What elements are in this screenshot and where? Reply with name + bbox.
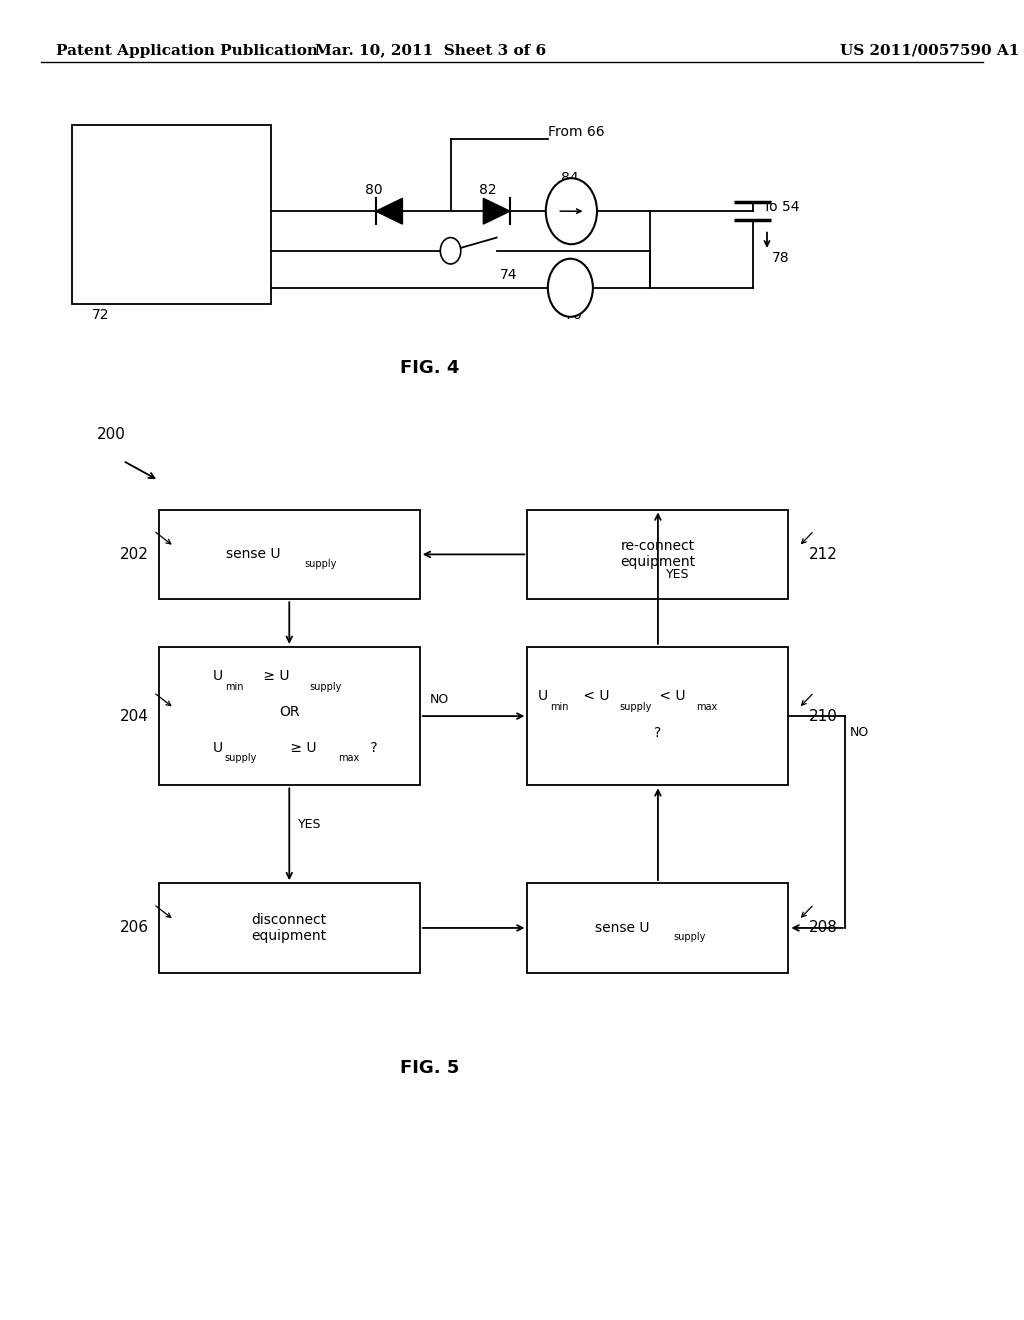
- Circle shape: [548, 259, 593, 317]
- Text: ?: ?: [654, 726, 662, 741]
- Text: 82: 82: [479, 183, 497, 197]
- Text: 80: 80: [365, 183, 382, 197]
- Text: NO: NO: [430, 693, 450, 706]
- Text: From 66: From 66: [548, 124, 604, 139]
- Text: 76: 76: [565, 309, 583, 322]
- Text: < U: < U: [579, 689, 609, 704]
- Text: FIG. 5: FIG. 5: [400, 1059, 460, 1077]
- Text: 74: 74: [500, 268, 517, 282]
- Text: supply: supply: [620, 702, 652, 711]
- Bar: [159, 510, 420, 599]
- Text: sense U: sense U: [226, 548, 281, 561]
- Text: 84: 84: [561, 172, 579, 185]
- Text: < U: < U: [655, 689, 686, 704]
- Text: ≥ U: ≥ U: [286, 741, 316, 755]
- Text: max: max: [338, 754, 359, 763]
- Text: 72: 72: [92, 309, 110, 322]
- Text: ≥ U: ≥ U: [258, 669, 289, 684]
- Text: supply: supply: [309, 682, 342, 692]
- Text: FIG. 4: FIG. 4: [400, 359, 460, 378]
- Text: OR: OR: [279, 705, 300, 719]
- Text: U: U: [538, 689, 548, 704]
- Bar: [159, 883, 420, 973]
- Bar: [527, 510, 788, 599]
- Text: YES: YES: [297, 817, 321, 830]
- Bar: [72, 125, 271, 304]
- Text: 208: 208: [809, 920, 838, 936]
- Text: supply: supply: [224, 754, 257, 763]
- Text: 202: 202: [120, 546, 148, 562]
- Text: 204: 204: [120, 709, 148, 723]
- Text: min: min: [224, 682, 244, 692]
- Text: min: min: [550, 702, 568, 711]
- Text: supply: supply: [674, 932, 706, 942]
- Text: disconnect
equipment: disconnect equipment: [252, 913, 327, 942]
- Text: sense U: sense U: [595, 921, 649, 935]
- Text: 70: 70: [118, 137, 137, 152]
- Text: re-connect
equipment: re-connect equipment: [621, 540, 695, 569]
- Bar: [159, 647, 420, 785]
- Text: max: max: [696, 702, 718, 711]
- Text: U: U: [212, 741, 222, 755]
- Bar: [527, 883, 788, 973]
- Text: Mar. 10, 2011  Sheet 3 of 6: Mar. 10, 2011 Sheet 3 of 6: [314, 44, 546, 58]
- Text: 210: 210: [809, 709, 838, 723]
- Circle shape: [440, 238, 461, 264]
- Text: Patent Application Publication: Patent Application Publication: [56, 44, 318, 58]
- Text: NO: NO: [850, 726, 869, 739]
- Text: U: U: [212, 669, 222, 684]
- Text: 78: 78: [772, 251, 790, 265]
- Text: YES: YES: [667, 568, 689, 581]
- Polygon shape: [376, 198, 402, 224]
- Text: 200: 200: [97, 428, 126, 442]
- Text: supply: supply: [305, 558, 337, 569]
- Circle shape: [546, 178, 597, 244]
- Polygon shape: [483, 198, 510, 224]
- Text: To 54: To 54: [763, 201, 800, 214]
- Text: ?: ?: [367, 741, 378, 755]
- Text: US 2011/0057590 A1: US 2011/0057590 A1: [840, 44, 1019, 58]
- Bar: [527, 647, 788, 785]
- Text: 212: 212: [809, 546, 838, 562]
- Text: 206: 206: [120, 920, 148, 936]
